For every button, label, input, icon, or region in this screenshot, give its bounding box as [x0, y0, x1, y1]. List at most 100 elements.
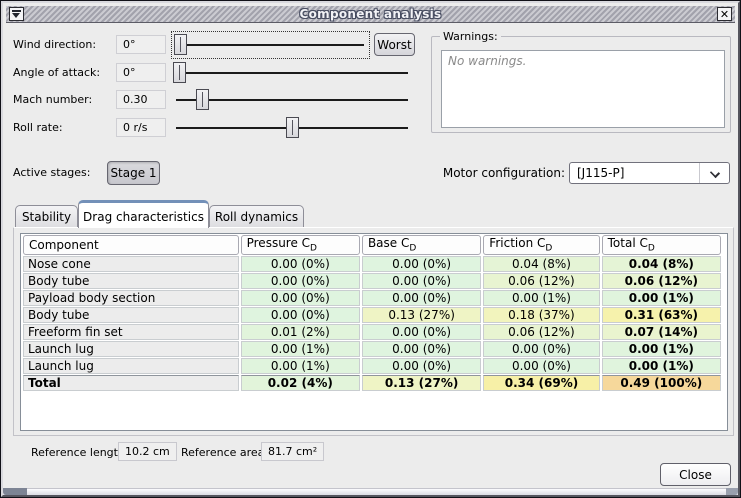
- value-cell: 0.00 (1%): [601, 290, 721, 306]
- tab-drag-characteristics[interactable]: Drag characteristics: [78, 200, 209, 228]
- motor-configuration-label: Motor configuration:: [442, 166, 565, 180]
- table-row: Freeform fin set 0.01 (2%) 0.00 (0%) 0.06 (…: [23, 324, 721, 340]
- stage-1-toggle-button[interactable]: Stage 1: [107, 161, 160, 185]
- slider-track[interactable]: [176, 72, 408, 74]
- reference-area-value: 81.7 cm²: [261, 442, 325, 461]
- tab-roll-dynamics[interactable]: Roll dynamics: [209, 205, 304, 228]
- component-cell: Body tube: [23, 273, 239, 289]
- reference-area-label: Reference area:: [181, 446, 269, 459]
- roll-rate-value: 0 r/s: [116, 118, 166, 137]
- angle-of-attack-value: 0°: [116, 63, 166, 82]
- table-row: Body tube 0.00 (0%) 0.13 (27%) 0.18 (37%) 0.…: [23, 307, 721, 323]
- value-cell: 0.00 (0%): [361, 358, 482, 374]
- column-header[interactable]: Component: [23, 235, 239, 255]
- value-cell: 0.00 (0%): [483, 358, 600, 374]
- slider-thumb[interactable]: [195, 89, 209, 110]
- slider-thumb[interactable]: [174, 34, 187, 55]
- value-cell: 0.00 (1%): [601, 358, 721, 374]
- value-cell: 0.00 (0%): [361, 341, 482, 357]
- value-cell: 0.00 (0%): [240, 256, 360, 272]
- mach-number-slider[interactable]: [173, 89, 411, 111]
- value-cell: 0.06 (12%): [483, 324, 600, 340]
- slider-track[interactable]: [177, 44, 364, 46]
- drag-table: Component Pressure CD Base CD Friction CD To…: [21, 234, 723, 392]
- wind-direction-slider[interactable]: [171, 31, 370, 59]
- drag-characteristics-panel: Component Pressure CD Base CD Friction CD To…: [13, 227, 734, 436]
- tab-stability[interactable]: Stability: [15, 205, 78, 228]
- chevron-down-icon: [709, 167, 721, 179]
- component-cell: Total: [23, 375, 239, 391]
- value-cell: 0.49 (100%): [601, 375, 721, 391]
- value-cell: 0.00 (1%): [483, 290, 600, 306]
- value-cell: 0.31 (63%): [601, 307, 721, 323]
- roll-rate-label: Roll rate:: [13, 121, 63, 134]
- value-cell: 0.06 (12%): [483, 273, 600, 289]
- slider-track[interactable]: [176, 99, 408, 101]
- combo-arrow-zone[interactable]: [699, 163, 729, 183]
- resize-grip-left-icon[interactable]: [3, 488, 27, 495]
- window-menu-button[interactable]: [9, 7, 24, 21]
- resize-strip[interactable]: [3, 488, 738, 495]
- motor-configuration-select[interactable]: [J115-P]: [569, 162, 730, 184]
- close-icon: ✕: [719, 7, 730, 21]
- worst-button[interactable]: Worst: [374, 33, 415, 56]
- value-cell: 0.00 (0%): [361, 290, 482, 306]
- warnings-group: Warnings: No warnings.: [431, 30, 731, 133]
- value-cell: 0.00 (0%): [240, 273, 360, 289]
- value-cell: 0.06 (12%): [601, 273, 721, 289]
- close-button[interactable]: Close: [660, 463, 731, 486]
- resize-grip-right-icon[interactable]: [726, 488, 738, 495]
- value-cell: 0.04 (8%): [601, 256, 721, 272]
- mach-number-label: Mach number:: [13, 93, 93, 106]
- table-row: Payload body section 0.00 (0%) 0.00 (0%) 0.…: [23, 290, 721, 306]
- table-row: Launch lug 0.00 (1%) 0.00 (0%) 0.00 (0%) 0.0…: [23, 341, 721, 357]
- value-cell: 0.00 (0%): [361, 256, 482, 272]
- value-cell: 0.34 (69%): [483, 375, 600, 391]
- value-cell: 0.00 (0%): [240, 290, 360, 306]
- component-cell: Launch lug: [23, 358, 239, 374]
- column-header[interactable]: Pressure CD: [240, 235, 360, 255]
- reference-length-value: 10.2 cm: [118, 442, 177, 461]
- column-header[interactable]: Total CD: [601, 235, 721, 255]
- component-cell: Freeform fin set: [23, 324, 239, 340]
- value-cell: 0.00 (1%): [240, 358, 360, 374]
- value-cell: 0.04 (8%): [483, 256, 600, 272]
- warnings-textarea: No warnings.: [441, 50, 725, 128]
- value-cell: 0.00 (0%): [240, 307, 360, 323]
- table-row: Launch lug 0.00 (1%) 0.00 (0%) 0.00 (0%) 0.0…: [23, 358, 721, 374]
- table-row: Nose cone 0.00 (0%) 0.00 (0%) 0.04 (8%) 0.04…: [23, 256, 721, 272]
- value-cell: 0.00 (1%): [240, 341, 360, 357]
- value-cell: 0.13 (27%): [361, 375, 482, 391]
- slider-thumb[interactable]: [285, 117, 299, 138]
- window-close-button[interactable]: ✕: [717, 7, 732, 21]
- value-cell: 0.13 (27%): [361, 307, 482, 323]
- table-scrollpane[interactable]: Component Pressure CD Base CD Friction CD To…: [20, 233, 728, 431]
- table-row: Total 0.02 (4%) 0.13 (27%) 0.34 (69%) 0.49 (…: [23, 375, 721, 391]
- table-header-row: Component Pressure CD Base CD Friction CD To…: [23, 235, 721, 255]
- active-stages-label: Active stages:: [13, 166, 91, 179]
- value-cell: 0.00 (0%): [361, 273, 482, 289]
- column-header[interactable]: Base CD: [361, 235, 482, 255]
- reference-length-label: Reference length:: [31, 446, 129, 459]
- wind-direction-value: 0°: [116, 35, 166, 54]
- roll-rate-slider[interactable]: [173, 117, 411, 139]
- wind-direction-label: Wind direction:: [13, 38, 97, 51]
- value-cell: 0.00 (1%): [601, 341, 721, 357]
- window-menu-icon: [12, 10, 21, 18]
- component-cell: Body tube: [23, 307, 239, 323]
- value-cell: 0.07 (14%): [601, 324, 721, 340]
- angle-of-attack-slider[interactable]: [173, 62, 411, 84]
- angle-of-attack-label: Angle of attack:: [13, 66, 101, 79]
- mach-number-value: 0.30: [116, 90, 166, 109]
- column-header[interactable]: Friction CD: [483, 235, 600, 255]
- value-cell: 0.02 (4%): [240, 375, 360, 391]
- value-cell: 0.00 (0%): [483, 341, 600, 357]
- value-cell: 0.00 (0%): [361, 324, 482, 340]
- component-cell: Launch lug: [23, 341, 239, 357]
- title-bar[interactable]: Component analysis ✕: [6, 6, 735, 23]
- window-title: Component analysis: [299, 7, 442, 21]
- component-cell: Payload body section: [23, 290, 239, 306]
- motor-configuration-value: [J115-P]: [577, 166, 625, 180]
- slider-thumb[interactable]: [173, 62, 186, 83]
